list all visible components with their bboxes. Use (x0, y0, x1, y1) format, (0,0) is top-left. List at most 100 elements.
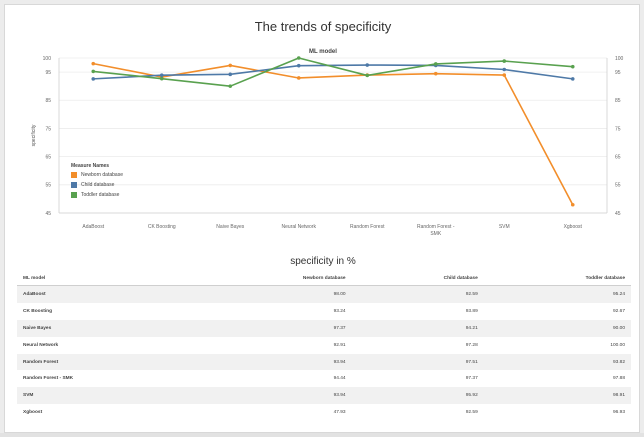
table-cell: 93.24 (333, 308, 346, 314)
table-cell: Random Forest (17, 353, 195, 371)
data-point-1 (502, 67, 507, 72)
data-point-1 (570, 77, 575, 81)
y-tick-label-left: 55 (45, 183, 51, 189)
legend-label-toddler: Toddler database (81, 192, 120, 198)
y-tick-label-left: 45 (45, 211, 51, 217)
data-point-2 (502, 59, 507, 63)
legend-item-child[interactable]: Child database (71, 182, 123, 188)
table-cell: 96.93 (612, 410, 625, 416)
table-row: SVM 93.94 95.92 98.91 (17, 387, 631, 405)
column-header[interactable]: Toddler database (483, 271, 631, 286)
data-point-0 (91, 61, 96, 66)
table-cell: SVM (17, 387, 195, 405)
table-row: Neural Network 92.91 97.28 100.00 (17, 337, 631, 354)
x-tick-label: SVM (499, 224, 510, 230)
table-cell: CK Boosting (23, 308, 53, 314)
data-point-0 (433, 71, 438, 76)
legend-label-newborn: Newborn database (81, 172, 123, 178)
table-row: AdaBoost 98.00 92.59 95.24 (17, 285, 631, 303)
table-cell: 98.00 (194, 285, 352, 303)
data-point-2 (296, 56, 301, 60)
column-header[interactable]: Child database (351, 271, 484, 286)
legend: Measure Names Newborn database Child dat… (71, 163, 123, 202)
x-tick-label: CK Boosting (148, 224, 176, 230)
data-point-0 (570, 202, 575, 207)
legend-item-toddler[interactable]: Toddler database (71, 192, 123, 198)
data-point-0 (502, 73, 507, 77)
table-cell: 92.67 (612, 308, 625, 314)
column-header[interactable]: Newborn database (194, 271, 352, 286)
x-tick-label: Naive Bayes (216, 224, 245, 230)
y-tick-label-left: 100 (43, 56, 52, 62)
table-cell: 97.88 (612, 376, 625, 382)
y-tick-label-right: 65 (615, 154, 621, 160)
y-tick-label-left: 85 (45, 98, 51, 104)
data-point-2 (570, 64, 575, 69)
legend-swatch-newborn (71, 172, 77, 178)
x-tick-label: AdaBoost (82, 224, 104, 230)
legend-title: Measure Names (71, 163, 110, 169)
dashboard-frame: The trends of specificity ML model 45 45 5… (4, 4, 640, 433)
table-cell: 100.00 (610, 342, 625, 348)
line-chart: 45 45 55 55 65 65 75 75 85 85 95 95 100 100 specificit… (31, 56, 624, 237)
y-tick-label-right: 100 (615, 56, 624, 62)
table-cell: Random Forest - SMK (23, 376, 74, 382)
bottom-bar (0, 433, 644, 437)
table-cell: 95.24 (483, 285, 631, 303)
table-cell: Neural Network (23, 342, 59, 348)
data-point-1 (159, 73, 164, 78)
table-row: Naive Bayes 97.37 94.21 90.00 (17, 319, 631, 337)
table-cell: 95.92 (351, 387, 484, 405)
table-cell: 97.51 (351, 353, 484, 371)
data-point-1 (228, 72, 233, 77)
data-point-0 (228, 63, 233, 68)
y-tick-label-left: 95 (45, 70, 51, 76)
table-header-row: ML model Newborn database Child database… (17, 271, 631, 286)
y-tick-label-right: 85 (615, 98, 621, 104)
data-point-1 (91, 77, 96, 81)
table-cell: 93.89 (465, 308, 478, 314)
column-header[interactable]: ML model (17, 271, 195, 286)
y-tick-label-left: 75 (45, 126, 51, 132)
x-tick-label: Random Forest -SMK (417, 224, 455, 237)
table-cell: Xgboost (23, 410, 43, 416)
table-cell: 92.59 (465, 410, 478, 416)
table-cell: 94.44 (333, 376, 346, 382)
y-tick-label-left: 65 (45, 154, 51, 160)
series-line-1 (93, 64, 573, 80)
legend-swatch-toddler (71, 192, 77, 198)
y-tick-label-right: 75 (615, 126, 621, 132)
table-cell: 97.37 (194, 319, 352, 337)
series-line-0 (93, 62, 574, 206)
data-point-0 (296, 76, 301, 80)
table-cell: 90.00 (483, 319, 631, 337)
data-point-1 (296, 63, 301, 68)
table-row: CK Boosting 93.24 93.89 92.67 (17, 303, 631, 320)
y-axis-title: specificity (31, 124, 37, 146)
legend-swatch-child (71, 182, 77, 188)
data-point-2 (159, 76, 164, 81)
table-cell: 47.93 (333, 410, 346, 416)
table-cell: 92.91 (333, 342, 346, 348)
table-cell: 93.82 (483, 353, 631, 371)
table-cell: 92.59 (351, 285, 484, 303)
table-cell: 93.94 (194, 353, 352, 371)
table-cell: 94.21 (351, 319, 484, 337)
table-cell: 97.28 (465, 342, 478, 348)
y-tick-label-right: 55 (615, 183, 621, 189)
chart-title: The trends of specificity (254, 19, 392, 34)
data-point-2 (365, 73, 370, 78)
table-title: specificity in % (290, 256, 356, 267)
table-row: Random Forest 93.94 97.51 93.82 (17, 353, 631, 371)
legend-item-newborn[interactable]: Newborn database (71, 172, 123, 178)
x-tick-label: Random Forest (350, 224, 385, 230)
table-cell: Naive Bayes (17, 319, 195, 337)
y-tick-label-right: 45 (615, 211, 621, 217)
table-cell: 93.94 (194, 387, 352, 405)
chart-subtitle: ML model (309, 49, 337, 55)
data-point-2 (433, 62, 438, 66)
data-point-2 (228, 84, 233, 88)
table-row: Random Forest - SMK 94.44 97.37 97.88 (17, 370, 631, 387)
y-tick-label-right: 95 (615, 70, 621, 76)
data-point-2 (91, 69, 96, 74)
